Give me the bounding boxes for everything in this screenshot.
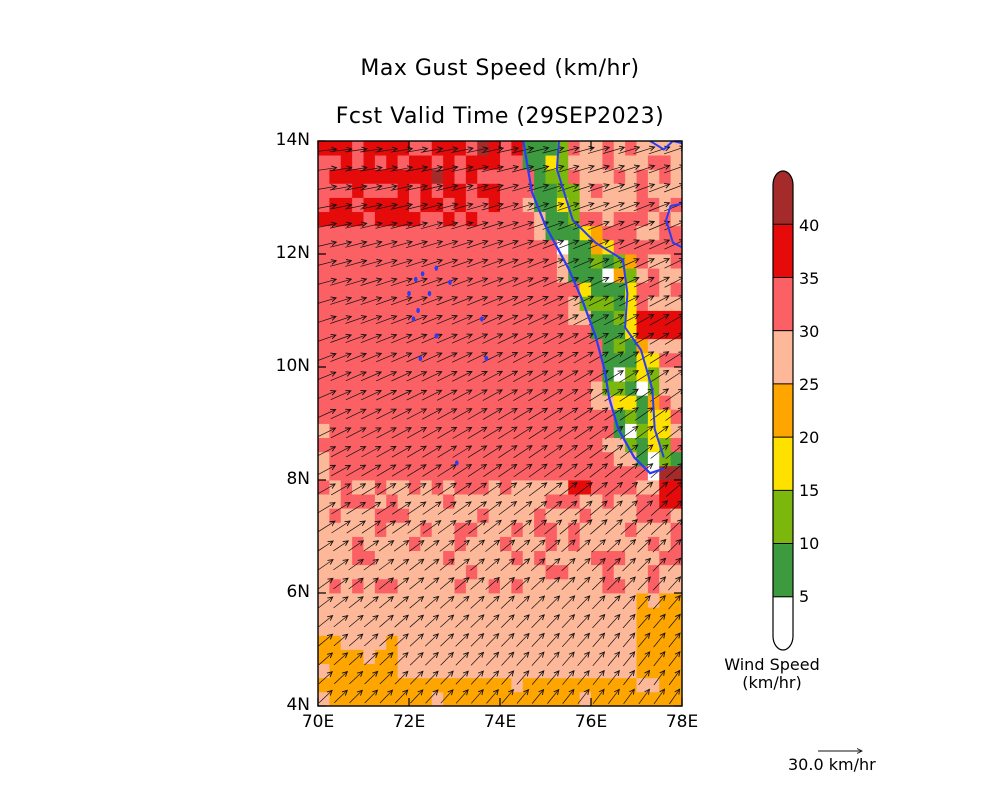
colorbar-tick-label: 5	[799, 587, 810, 606]
x-tick-label: 78E	[665, 712, 699, 732]
y-tick-label: 12N	[275, 243, 310, 263]
map-subtitle: Fcst Valid Time (29SEP2023)	[335, 104, 665, 129]
colorbar-tick-label: 25	[799, 375, 820, 394]
wind-vectors	[318, 147, 682, 705]
y-tick-label: 14N	[275, 130, 310, 150]
legend-title-line: Wind Speed	[724, 655, 820, 674]
y-tick-label: 6N	[286, 582, 310, 602]
y-tick-label: 4N	[286, 695, 310, 715]
x-tick-label: 70E	[301, 712, 335, 732]
reference-vector-label: 30.0 km/hr	[788, 755, 876, 774]
colorbar-tick-label: 30	[799, 322, 820, 341]
colorbar-tick-label: 40	[799, 216, 820, 235]
colorbar	[772, 170, 794, 651]
x-tick-label: 76E	[574, 712, 608, 732]
y-tick-label: 10N	[275, 356, 310, 376]
coastline	[407, 141, 682, 475]
colorbar-tick-label: 20	[799, 428, 820, 447]
colorbar-tick-label: 10	[799, 534, 820, 553]
legend-title: Wind Speed (km/hr)	[712, 656, 832, 692]
colorbar-tick-label: 15	[799, 481, 820, 500]
legend-title-line: (km/hr)	[742, 673, 802, 692]
colorbar-tick-label: 35	[799, 269, 820, 288]
map-title: Max Gust Speed (km/hr)	[360, 56, 640, 81]
y-tick-label: 8N	[286, 469, 310, 489]
x-tick-label: 74E	[483, 712, 517, 732]
axis-ticks	[317, 140, 683, 707]
x-tick-label: 72E	[392, 712, 426, 732]
gust-field	[318, 141, 682, 706]
